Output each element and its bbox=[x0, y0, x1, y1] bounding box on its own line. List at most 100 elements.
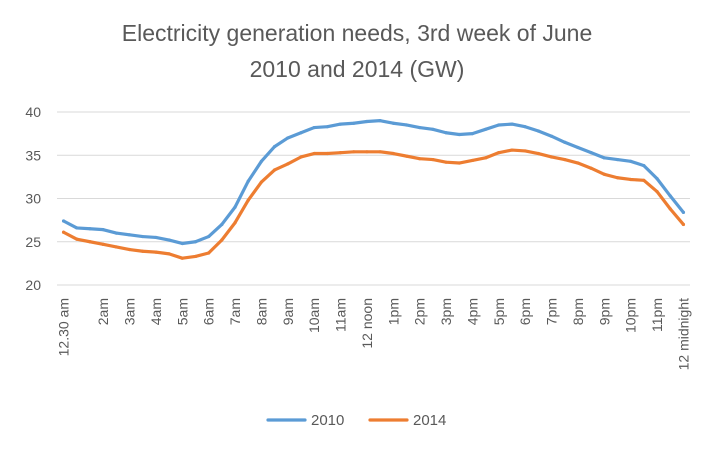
x-tick-label: 5am bbox=[174, 298, 190, 325]
y-tick-label: 35 bbox=[25, 147, 41, 163]
data-point-2014 bbox=[352, 150, 356, 154]
data-point-2010 bbox=[101, 228, 105, 232]
data-point-2010 bbox=[602, 156, 606, 160]
data-point-2010 bbox=[246, 179, 250, 183]
data-point-2010 bbox=[629, 159, 633, 163]
x-tick-label: 10am bbox=[306, 298, 322, 333]
data-point-2014 bbox=[365, 150, 369, 154]
x-tick-label: 6pm bbox=[517, 298, 533, 325]
data-point-2014 bbox=[259, 180, 264, 184]
y-tick-label: 25 bbox=[25, 234, 41, 250]
x-tick-label: 2am bbox=[95, 298, 111, 325]
data-point-2010 bbox=[167, 238, 171, 242]
data-point-2010 bbox=[338, 122, 343, 126]
data-point-2014 bbox=[391, 151, 395, 156]
data-point-2014 bbox=[470, 158, 475, 163]
data-point-2010 bbox=[352, 121, 356, 125]
data-point-2014 bbox=[233, 221, 237, 225]
data-point-2010 bbox=[272, 145, 277, 149]
data-point-2014 bbox=[536, 151, 540, 156]
x-tick-label: 7am bbox=[227, 298, 243, 325]
data-point-2010 bbox=[642, 164, 646, 168]
data-point-2014 bbox=[615, 176, 620, 180]
data-point-2010 bbox=[127, 233, 132, 237]
x-tick-label: 6am bbox=[201, 298, 217, 325]
data-point-2010 bbox=[615, 157, 620, 162]
data-point-2010 bbox=[365, 119, 369, 124]
data-point-2010 bbox=[576, 145, 580, 150]
chart-title-line2: 2010 and 2014 (GW) bbox=[249, 56, 465, 82]
x-tick-label: 11am bbox=[333, 298, 349, 332]
data-point-2014 bbox=[576, 161, 580, 165]
data-point-2010 bbox=[444, 131, 448, 135]
data-point-2014 bbox=[141, 249, 145, 253]
data-point-2014 bbox=[127, 247, 132, 252]
x-tick-label: 7pm bbox=[544, 298, 560, 325]
data-point-2010 bbox=[418, 125, 422, 130]
legend-label-2014: 2014 bbox=[413, 412, 446, 429]
data-point-2014 bbox=[681, 222, 686, 227]
data-point-2014 bbox=[404, 154, 409, 158]
data-point-2010 bbox=[536, 129, 540, 133]
x-tick-label: 2pm bbox=[412, 298, 428, 325]
x-tick-label: 10pm bbox=[623, 298, 639, 333]
data-point-2014 bbox=[88, 240, 92, 244]
data-point-2010 bbox=[549, 134, 554, 138]
data-point-2010 bbox=[141, 234, 145, 239]
data-point-2010 bbox=[233, 205, 237, 209]
data-point-2010 bbox=[114, 231, 118, 235]
data-point-2010 bbox=[457, 132, 461, 137]
x-tick-label: 1pm bbox=[385, 298, 401, 325]
x-tick-label: 3pm bbox=[438, 298, 454, 325]
data-point-2014 bbox=[457, 161, 461, 165]
data-point-2014 bbox=[193, 254, 198, 259]
data-point-2010 bbox=[180, 241, 184, 246]
data-point-2014 bbox=[589, 166, 593, 170]
x-tick-label: 8pm bbox=[570, 298, 586, 325]
data-point-2010 bbox=[286, 136, 290, 140]
data-point-2014 bbox=[549, 155, 554, 159]
series-line-2010 bbox=[61, 119, 686, 246]
x-tick-label: 9am bbox=[280, 298, 296, 325]
data-point-2014 bbox=[154, 250, 158, 254]
data-point-2014 bbox=[563, 157, 567, 162]
data-point-2014 bbox=[207, 251, 211, 255]
data-point-2014 bbox=[431, 157, 435, 162]
data-point-2010 bbox=[655, 177, 659, 181]
data-point-2010 bbox=[497, 123, 501, 127]
data-point-2014 bbox=[378, 150, 382, 154]
x-tick-label: 4am bbox=[148, 298, 164, 325]
data-point-2014 bbox=[642, 178, 646, 182]
data-point-2014 bbox=[272, 168, 277, 172]
legend-label-2010: 2010 bbox=[311, 412, 344, 429]
data-point-2010 bbox=[404, 123, 409, 127]
data-point-2014 bbox=[629, 177, 633, 182]
data-point-2014 bbox=[312, 151, 316, 156]
data-point-2014 bbox=[444, 160, 448, 164]
data-point-2010 bbox=[207, 234, 211, 239]
data-point-2014 bbox=[602, 172, 606, 176]
x-tick-label: 9pm bbox=[596, 298, 612, 325]
data-point-2010 bbox=[259, 159, 264, 163]
data-point-2010 bbox=[563, 140, 567, 144]
data-point-2014 bbox=[418, 157, 422, 161]
data-point-2010 bbox=[220, 222, 224, 227]
data-point-2010 bbox=[61, 219, 66, 223]
data-point-2010 bbox=[391, 121, 395, 125]
data-point-2010 bbox=[312, 125, 316, 130]
chart-title-line1: Electricity generation needs, 3rd week o… bbox=[121, 20, 593, 46]
x-tick-label: 12 midnight bbox=[675, 298, 691, 370]
data-point-2010 bbox=[668, 194, 672, 198]
y-tick-label: 30 bbox=[25, 191, 41, 207]
data-point-2014 bbox=[338, 151, 343, 155]
data-point-2010 bbox=[510, 122, 514, 126]
x-tick-label: 11pm bbox=[649, 298, 665, 332]
y-tick-label: 20 bbox=[25, 277, 41, 293]
data-point-2014 bbox=[510, 148, 514, 152]
data-point-2014 bbox=[325, 151, 329, 156]
data-point-2014 bbox=[220, 238, 224, 242]
x-tick-label: 12 noon bbox=[359, 298, 375, 349]
data-point-2014 bbox=[286, 162, 290, 166]
